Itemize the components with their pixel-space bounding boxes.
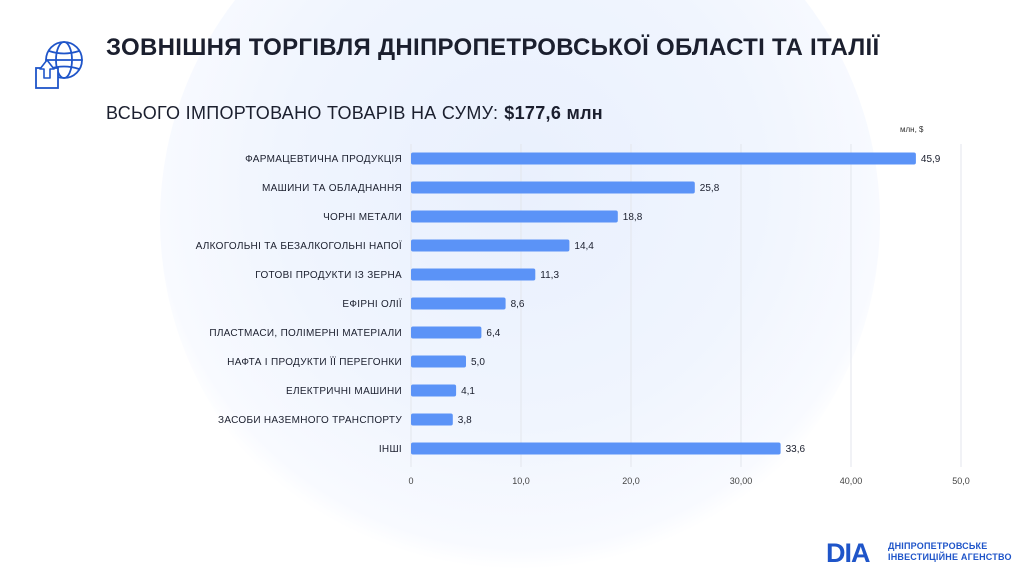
category-label: НАФТА І ПРОДУКТИ ЇЇ ПЕРЕГОНКИ <box>227 356 402 368</box>
x-tick-label: 0 <box>408 476 413 486</box>
brand-name-line1: ДНІПРОПЕТРОВСЬКЕ <box>888 541 988 551</box>
subtitle-amount: $177,6 млн <box>504 103 603 123</box>
subtitle-label: ВСЬОГО ІМПОРТОВАНО ТОВАРІВ НА СУМУ: <box>106 103 499 123</box>
category-label: АЛКОГОЛЬНІ ТА БЕЗАЛКОГОЛЬНІ НАПОЇ <box>196 240 402 252</box>
x-tick-label: 10,0 <box>512 476 530 486</box>
page-title: ЗОВНІШНЯ ТОРГІВЛЯ ДНІПРОПЕТРОВСЬКОЇ ОБЛА… <box>106 34 880 61</box>
data-label: 6,4 <box>486 328 500 339</box>
data-label: 45,9 <box>921 154 941 165</box>
brand-name: ДНІПРОПЕТРОВСЬКЕ ІНВЕСТИЦІЙНЕ АГЕНСТВО <box>888 541 1018 563</box>
data-label: 18,8 <box>623 212 643 223</box>
data-label: 33,6 <box>786 444 806 455</box>
bar <box>411 181 695 194</box>
bar <box>411 442 781 455</box>
category-label: ЗАСОБИ НАЗЕМНОГО ТРАНСПОРТУ <box>218 415 402 426</box>
brand-mark: DIA <box>826 538 870 568</box>
subtitle: ВСЬОГО ІМПОРТОВАНО ТОВАРІВ НА СУМУ: $177,… <box>106 103 603 124</box>
data-label: 5,0 <box>471 357 485 368</box>
brand-name-line2: ІНВЕСТИЦІЙНЕ АГЕНСТВО <box>888 552 1012 562</box>
bar <box>411 355 466 368</box>
x-tick-label: 30,00 <box>730 476 753 486</box>
bar <box>411 326 482 339</box>
data-label: 3,8 <box>458 415 472 426</box>
bar <box>411 239 570 252</box>
globe-box-arrow-icon <box>35 41 83 89</box>
category-label: ЕЛЕКТРИЧНІ МАШИНИ <box>286 386 402 397</box>
x-tick-label: 40,00 <box>840 476 863 486</box>
data-label: 25,8 <box>700 183 720 194</box>
bar <box>411 384 457 397</box>
data-label: 4,1 <box>461 386 475 397</box>
category-label: ЧОРНІ МЕТАЛИ <box>323 212 402 223</box>
unit-label: млн, $ <box>900 125 924 134</box>
category-label: ФАРМАЦЕВТИЧНА ПРОДУКЦІЯ <box>245 154 402 165</box>
data-label: 11,3 <box>540 270 559 281</box>
category-label: ПЛАСТМАСИ, ПОЛІМЕРНІ МАТЕРІАЛИ <box>209 328 402 339</box>
x-tick-label: 50,0 <box>952 476 970 486</box>
bar <box>411 413 453 426</box>
bar <box>411 210 618 223</box>
x-tick-label: 20,0 <box>622 476 640 486</box>
bar <box>411 152 916 165</box>
data-label: 14,4 <box>574 241 594 252</box>
category-label: ЕФІРНІ ОЛІЇ <box>342 298 402 310</box>
bar <box>411 297 506 310</box>
category-label: ГОТОВІ ПРОДУКТИ ІЗ ЗЕРНА <box>255 270 402 281</box>
category-label: ІНШІ <box>379 444 402 455</box>
background-circle <box>160 0 880 580</box>
data-label: 8,6 <box>511 299 525 310</box>
category-label: МАШИНИ ТА ОБЛАДНАННЯ <box>262 183 402 194</box>
bar <box>411 268 536 281</box>
